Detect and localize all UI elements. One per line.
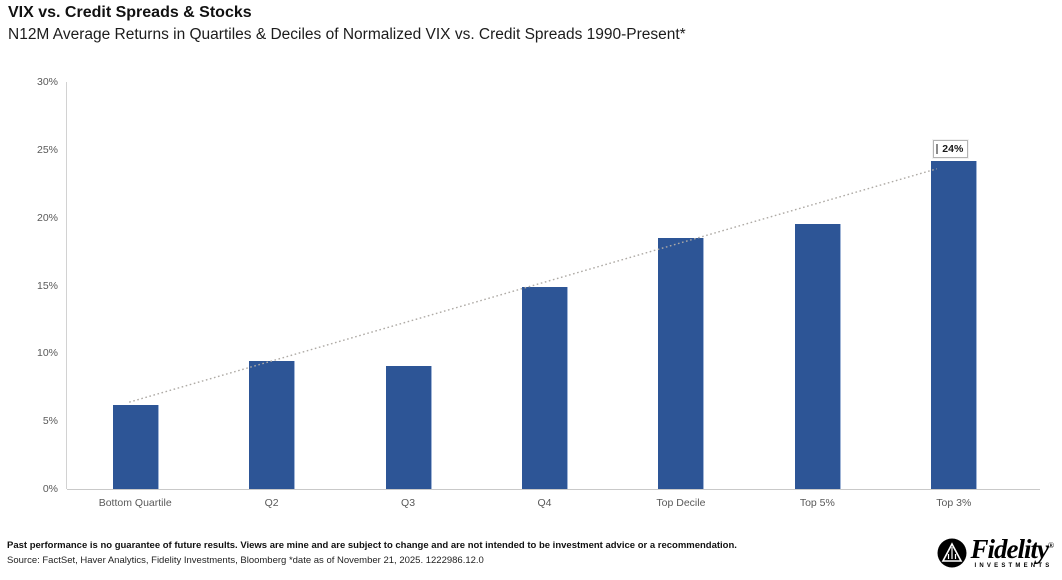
x-axis-category-label: Top 3% [936, 497, 972, 509]
y-axis-line [66, 82, 67, 489]
fidelity-logo-text: Fidelity® INVESTMENTS [970, 534, 1054, 569]
y-axis-tick-label: 10% [36, 347, 58, 360]
x-axis-line [67, 489, 1040, 490]
x-axis-category-label: Q3 [401, 497, 416, 509]
bar-1 [249, 361, 296, 489]
bar-data-label: 24% [933, 139, 969, 158]
fidelity-logo: Fidelity® INVESTMENTS [936, 534, 1054, 569]
chart-subtitle: N12M Average Returns in Quartiles & Deci… [8, 26, 686, 43]
fidelity-pyramid-icon [937, 538, 967, 568]
data-label-value: 24% [942, 142, 964, 155]
y-axis-tick-label: 15% [36, 279, 58, 292]
bar-0 [112, 404, 159, 489]
y-axis-tick-label: 20% [36, 211, 58, 224]
data-label-leader [936, 143, 939, 154]
bar-3 [522, 286, 568, 489]
fidelity-brand-name: Fidelity® [970, 534, 1054, 565]
x-axis-category-label: Top 5% [799, 497, 835, 509]
footer-source: Source: FactSet, Haver Analytics, Fideli… [7, 555, 484, 566]
bar-4 [658, 238, 705, 489]
registered-trademark-icon: ® [1048, 541, 1054, 551]
x-axis-category-label: Top Decile [656, 497, 706, 509]
footer-disclaimer: Past performance is no guarantee of futu… [7, 540, 737, 551]
chart-title: VIX vs. Credit Spreads & Stocks [8, 4, 252, 21]
fidelity-investments-label: INVESTMENTS [974, 562, 1053, 569]
y-axis-tick-label: 5% [42, 415, 58, 428]
y-axis-tick-label: 0% [42, 483, 58, 495]
bar-6 [931, 160, 978, 489]
x-axis-category-label: Bottom Quartile [98, 497, 172, 509]
x-axis-category-label: Q2 [264, 497, 279, 509]
y-axis-tick-label: 25% [36, 143, 58, 156]
y-axis-tick-label: 30% [36, 76, 58, 88]
bar-2 [385, 365, 432, 489]
x-axis-category-label: Q4 [537, 497, 552, 509]
bar-5 [794, 224, 841, 489]
